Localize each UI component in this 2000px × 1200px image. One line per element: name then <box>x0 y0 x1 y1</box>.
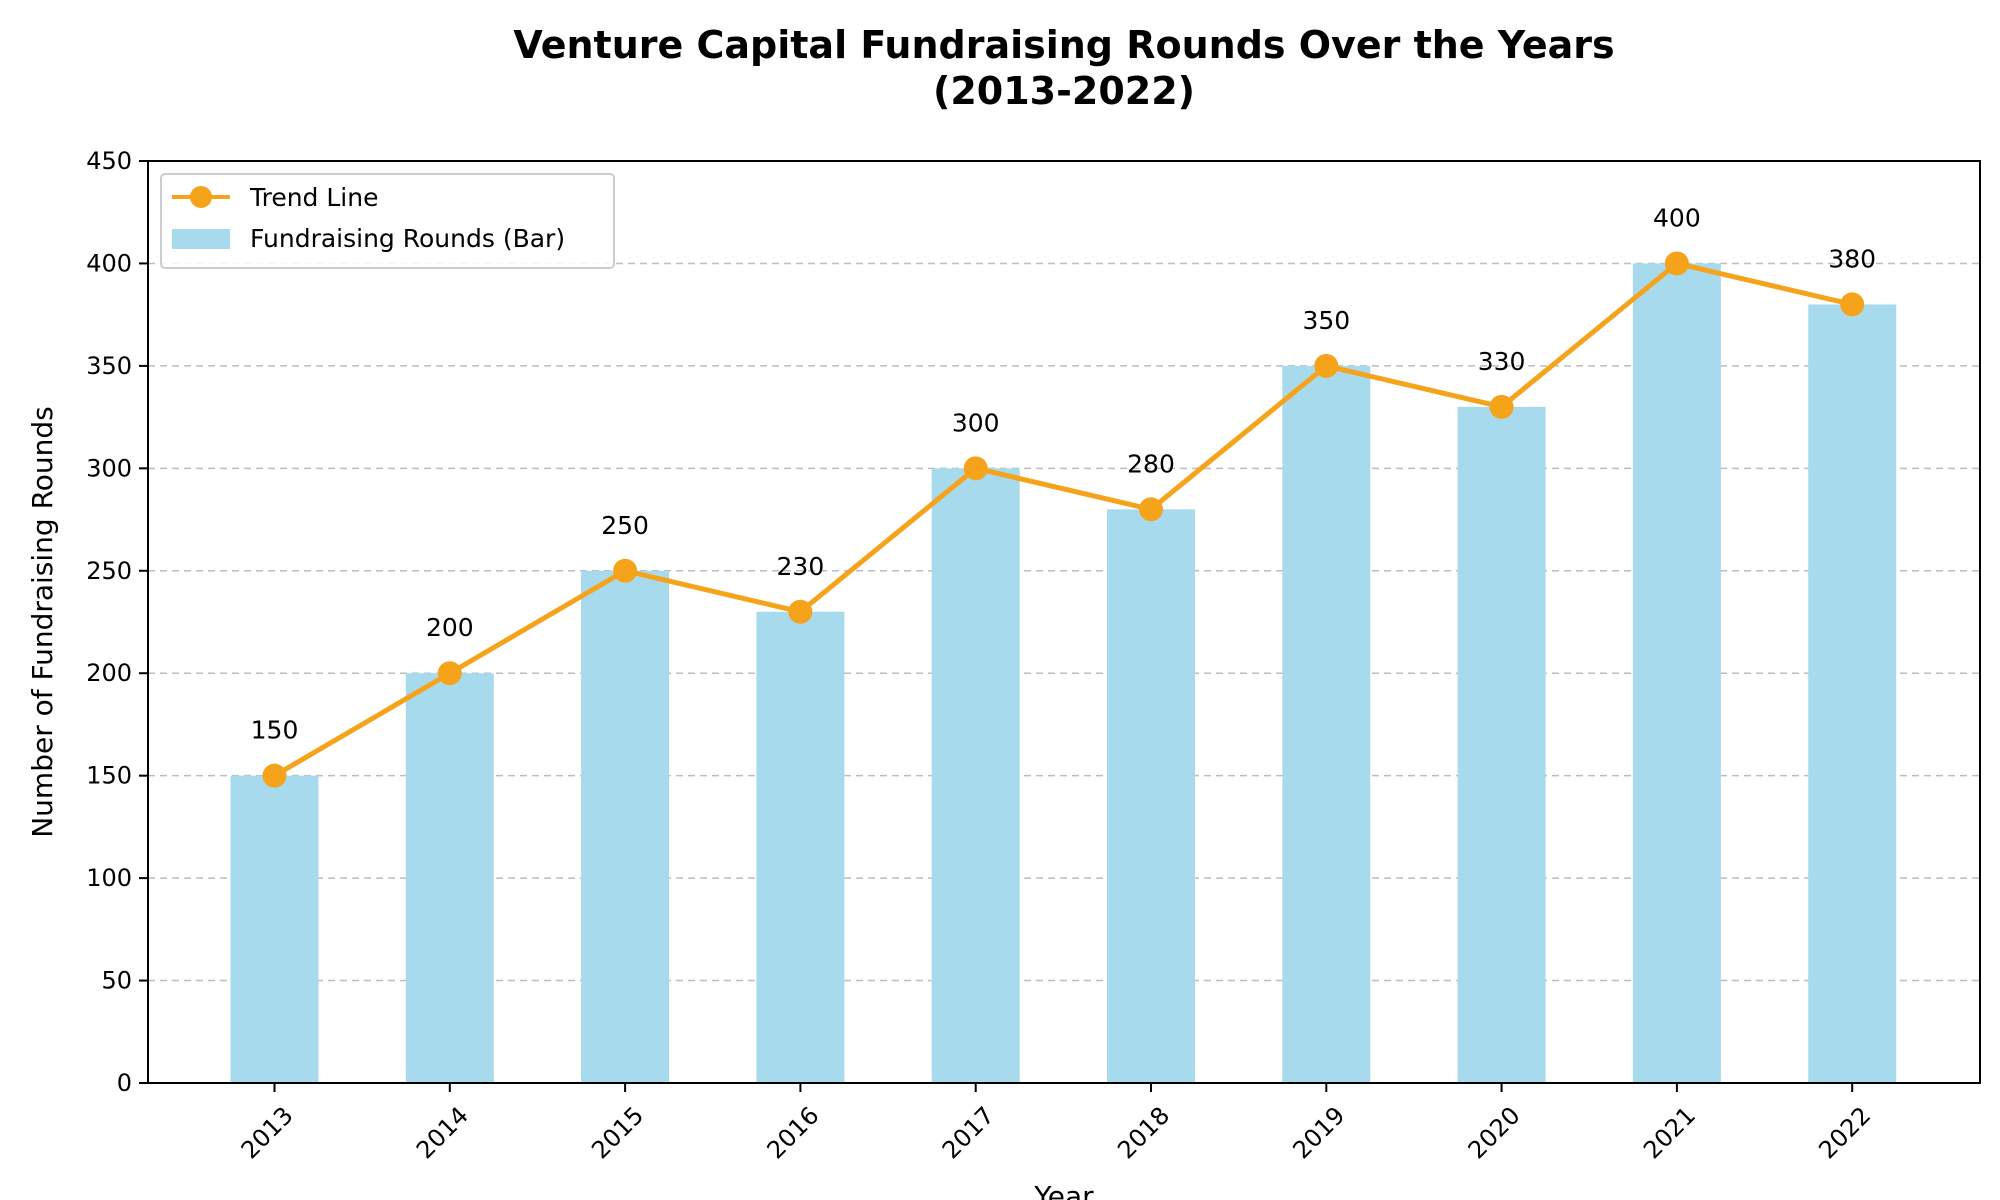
y-tick-label: 300 <box>86 454 132 482</box>
data-label: 380 <box>1828 244 1876 273</box>
y-axis-ticks: 0 50 100 150 200 250 300 350 400 450 <box>86 147 148 1097</box>
data-label: 250 <box>601 511 649 540</box>
data-label: 400 <box>1653 203 1701 232</box>
bar <box>931 468 1020 1083</box>
data-label: 200 <box>426 613 474 642</box>
x-tick-label: 2019 <box>1287 1101 1350 1164</box>
legend-box <box>160 173 615 269</box>
data-label: 230 <box>777 552 825 581</box>
legend-bar-swatch <box>172 229 230 249</box>
y-axis-label: Number of Fundraising Rounds <box>26 406 59 838</box>
data-label: 280 <box>1127 449 1175 478</box>
y-tick-label: 150 <box>86 762 132 790</box>
data-label: 350 <box>1302 306 1350 335</box>
x-tick-label: 2014 <box>411 1101 474 1164</box>
trend-point <box>437 661 462 686</box>
trend-point <box>963 456 988 481</box>
x-tick-label: 2016 <box>762 1101 825 1164</box>
bar <box>1107 509 1195 1083</box>
trend-point <box>262 763 287 788</box>
bar <box>405 673 494 1083</box>
data-label: 150 <box>251 716 299 745</box>
bar <box>756 611 845 1083</box>
data-label: 330 <box>1478 347 1526 376</box>
x-axis-label: Year <box>1033 1180 1094 1200</box>
y-tick-label: 450 <box>86 147 132 175</box>
x-tick-label: 2020 <box>1463 1101 1526 1164</box>
trend-point <box>1664 251 1689 276</box>
y-tick-label: 250 <box>86 557 132 585</box>
plot-frame <box>147 160 1981 1084</box>
x-tick-label: 2021 <box>1638 1101 1701 1164</box>
bar <box>1282 365 1371 1083</box>
trend-point <box>788 599 813 624</box>
x-tick-label: 2015 <box>586 1101 649 1164</box>
trend-point <box>1139 497 1163 522</box>
y-tick-label: 200 <box>86 659 132 687</box>
trend-point <box>1314 353 1339 378</box>
chart-title-line2: (2013-2022) <box>933 69 1195 113</box>
bar-series <box>230 263 1897 1083</box>
data-labels: 150 200 250 230 300 280 350 330 400 380 <box>251 203 1876 744</box>
y-tick-label: 350 <box>86 352 132 380</box>
bar <box>1632 263 1721 1083</box>
data-label: 300 <box>952 408 1000 437</box>
x-tick-label: 2018 <box>1112 1101 1175 1164</box>
legend-item-trend-line: Trend Line <box>249 183 378 212</box>
legend: Trend Line Fundraising Rounds (Bar) <box>160 173 615 269</box>
y-tick-label: 50 <box>101 967 132 995</box>
x-axis-ticks: 2013 2014 2015 2016 2017 2018 2019 2020 2021 2022 <box>236 1083 1876 1164</box>
bar <box>1457 406 1546 1083</box>
y-tick-label: 400 <box>86 249 132 277</box>
bar <box>1808 304 1897 1083</box>
y-tick-label: 100 <box>86 864 132 892</box>
trend-line-series <box>262 251 1865 788</box>
trend-point <box>1840 292 1865 317</box>
trend-point <box>1489 394 1514 419</box>
x-tick-label: 2013 <box>236 1101 299 1164</box>
legend-trend-line-marker <box>190 186 212 208</box>
x-tick-label: 2022 <box>1813 1101 1876 1164</box>
trend-line <box>273 260 1853 778</box>
chart-title-line1: Venture Capital Fundraising Rounds Over … <box>513 23 1614 67</box>
legend-item-fundraising-rounds-bar: Fundraising Rounds (Bar) <box>250 224 565 253</box>
x-tick-label: 2017 <box>937 1101 1000 1164</box>
trend-point <box>613 558 638 583</box>
y-tick-label: 0 <box>117 1069 132 1097</box>
bar <box>581 570 670 1083</box>
bar <box>230 775 319 1083</box>
